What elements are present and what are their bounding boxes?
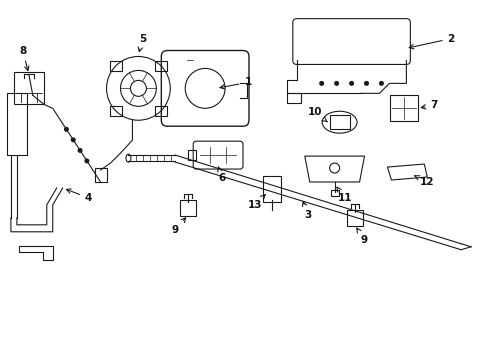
Text: 5: 5	[138, 33, 146, 51]
Circle shape	[64, 127, 68, 131]
Text: 3: 3	[302, 202, 311, 220]
Text: 8: 8	[19, 45, 29, 71]
Text: 4: 4	[66, 189, 92, 203]
Text: 9: 9	[356, 228, 367, 245]
Bar	[286, 93, 300, 103]
Text: 7: 7	[420, 100, 437, 110]
Circle shape	[71, 138, 75, 142]
Bar	[188, 150, 196, 160]
Text: 6: 6	[217, 167, 225, 183]
Circle shape	[364, 82, 367, 85]
Circle shape	[78, 149, 81, 152]
Text: 10: 10	[307, 107, 326, 122]
Circle shape	[349, 82, 353, 85]
Text: 13: 13	[247, 195, 264, 210]
Text: 1: 1	[220, 77, 251, 89]
Circle shape	[85, 159, 88, 163]
Text: 2: 2	[408, 33, 454, 49]
Circle shape	[334, 82, 338, 85]
Text: 12: 12	[414, 176, 434, 187]
Bar	[7, 93, 27, 155]
Text: 11: 11	[336, 187, 351, 203]
Bar	[330, 190, 338, 196]
Circle shape	[379, 82, 383, 85]
Bar	[94, 168, 106, 182]
Text: 9: 9	[171, 218, 185, 235]
Circle shape	[319, 82, 323, 85]
